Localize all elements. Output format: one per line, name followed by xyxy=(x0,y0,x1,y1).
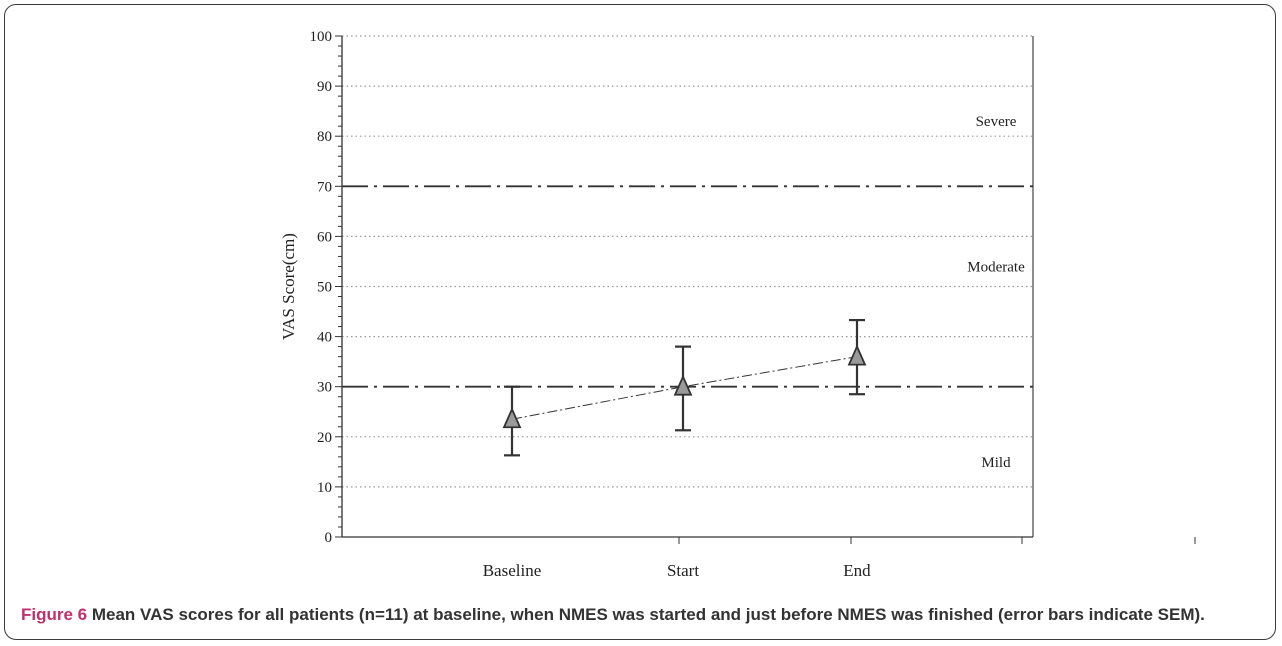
y-tick-label: 30 xyxy=(317,380,332,396)
vas-chart: 0 10 20 30 40 50 60 70 80 90 100 Baseline Start End VA… xyxy=(279,29,1196,580)
y-tick-label: 40 xyxy=(317,330,332,346)
caption-text: Mean VAS scores for all patients (n=11) … xyxy=(91,605,1205,624)
data-point-triangle xyxy=(673,374,693,396)
region-label: Severe xyxy=(976,114,1017,130)
y-tick-label: 20 xyxy=(317,430,332,446)
y-tick-label: 10 xyxy=(317,480,332,496)
x-tick-label: Start xyxy=(667,561,699,580)
figure-caption: Figure 6 Mean VAS scores for all patient… xyxy=(21,604,1271,626)
figure-frame: 0 10 20 30 40 50 60 70 80 90 100 Baseline Start End VA… xyxy=(4,4,1276,640)
y-tick-label: 50 xyxy=(317,280,332,296)
x-tick-label: Baseline xyxy=(483,561,542,580)
caption-label: Figure 6 xyxy=(21,605,88,624)
y-tick-label: 70 xyxy=(317,179,332,195)
data-point-triangle xyxy=(847,344,867,366)
region-label: Moderate xyxy=(967,259,1025,275)
region-label: Mild xyxy=(981,455,1011,471)
y-tick-label: 60 xyxy=(317,229,332,245)
y-axis-label: VAS Score(cm) xyxy=(279,233,298,340)
y-tick-label: 90 xyxy=(317,79,332,95)
y-tick-label: 100 xyxy=(310,29,333,45)
series-line xyxy=(511,356,858,420)
y-tick-label: 0 xyxy=(325,530,333,546)
y-tick-label: 80 xyxy=(317,129,332,145)
x-tick-label: End xyxy=(843,561,871,580)
data-point-triangle xyxy=(502,407,522,429)
